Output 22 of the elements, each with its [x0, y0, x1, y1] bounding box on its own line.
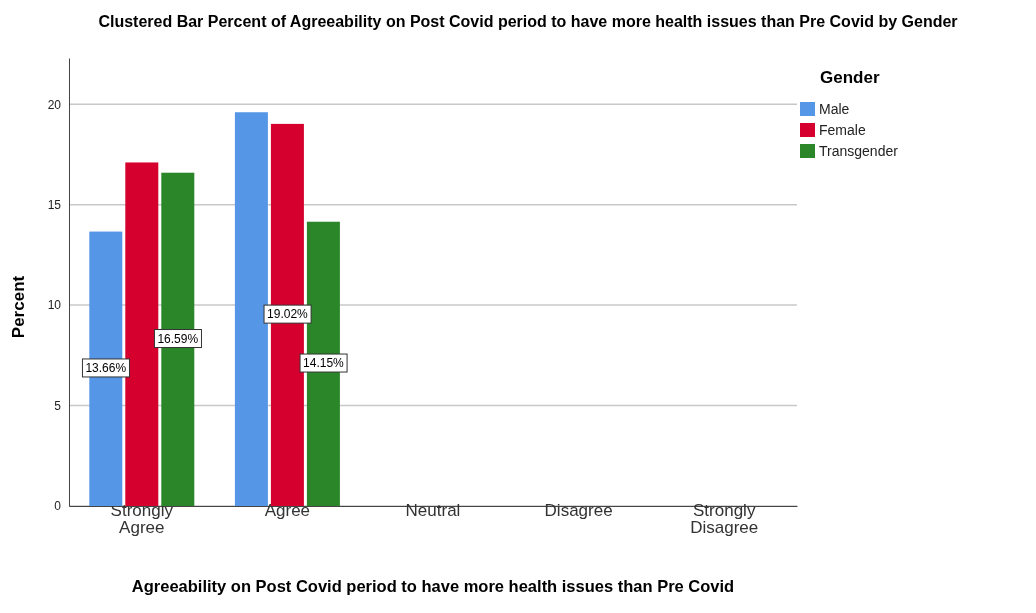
data-label: 16.59%: [157, 331, 199, 346]
bar: [234, 112, 268, 506]
data-label: 19.02%: [267, 307, 309, 322]
x-tick-label: Neutral: [405, 501, 461, 520]
y-tick-label: 10: [47, 298, 62, 313]
y-tick-label: 15: [47, 197, 62, 212]
x-axis-title: Agreeability on Post Covid period to have more health issues than Pre Covid: [131, 577, 735, 595]
x-tick-label: Agree: [264, 501, 311, 520]
legend-title: Gender: [820, 68, 880, 87]
x-tick-label: Strongly Disagree: [690, 501, 759, 537]
bar: [125, 162, 159, 506]
chart-title: Clustered Bar Percent of Agreeability on Post Covid period to have more health issues than Pre Covid by Gender: [98, 13, 958, 30]
y-axis-title: Percent: [9, 275, 28, 339]
data-label: 13.66%: [85, 360, 127, 375]
legend-label: Transgender: [819, 143, 899, 159]
y-tick-label: 20: [47, 97, 62, 112]
legend-label: Male: [819, 101, 850, 117]
y-tick-label: 5: [54, 398, 62, 413]
data-label: 14.15%: [303, 356, 345, 371]
x-tick-label: Disagree: [544, 501, 613, 520]
legend-label: Female: [819, 122, 866, 138]
y-tick-label: 0: [54, 499, 62, 514]
